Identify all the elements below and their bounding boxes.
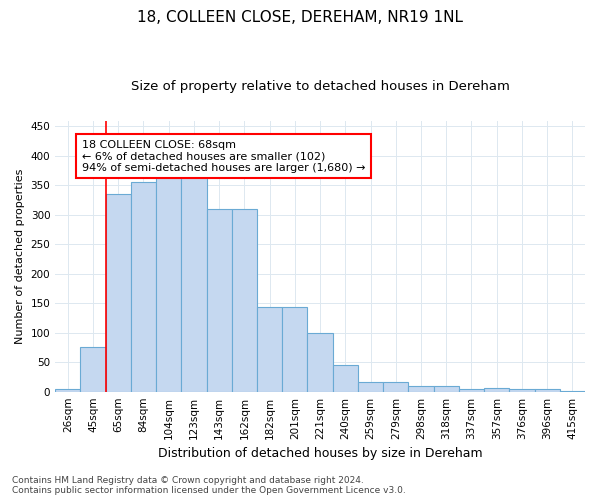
Bar xyxy=(55,388,80,392)
Bar xyxy=(383,382,409,392)
Bar xyxy=(181,174,206,392)
Bar xyxy=(434,386,459,392)
Title: Size of property relative to detached houses in Dereham: Size of property relative to detached ho… xyxy=(131,80,509,93)
Text: 18, COLLEEN CLOSE, DEREHAM, NR19 1NL: 18, COLLEEN CLOSE, DEREHAM, NR19 1NL xyxy=(137,10,463,25)
Text: 18 COLLEEN CLOSE: 68sqm
← 6% of detached houses are smaller (102)
94% of semi-de: 18 COLLEEN CLOSE: 68sqm ← 6% of detached… xyxy=(82,140,365,172)
Bar xyxy=(156,174,181,392)
Bar xyxy=(560,390,585,392)
Bar xyxy=(535,388,560,392)
X-axis label: Distribution of detached houses by size in Dereham: Distribution of detached houses by size … xyxy=(158,447,482,460)
Text: Contains HM Land Registry data © Crown copyright and database right 2024.
Contai: Contains HM Land Registry data © Crown c… xyxy=(12,476,406,495)
Bar xyxy=(358,382,383,392)
Bar xyxy=(332,365,358,392)
Y-axis label: Number of detached properties: Number of detached properties xyxy=(15,168,25,344)
Bar xyxy=(459,388,484,392)
Bar xyxy=(232,209,257,392)
Bar xyxy=(131,182,156,392)
Bar xyxy=(257,308,282,392)
Bar xyxy=(484,388,509,392)
Bar xyxy=(409,386,434,392)
Bar xyxy=(206,209,232,392)
Bar xyxy=(509,388,535,392)
Bar xyxy=(307,334,332,392)
Bar xyxy=(106,194,131,392)
Bar xyxy=(80,348,106,392)
Bar xyxy=(282,308,307,392)
